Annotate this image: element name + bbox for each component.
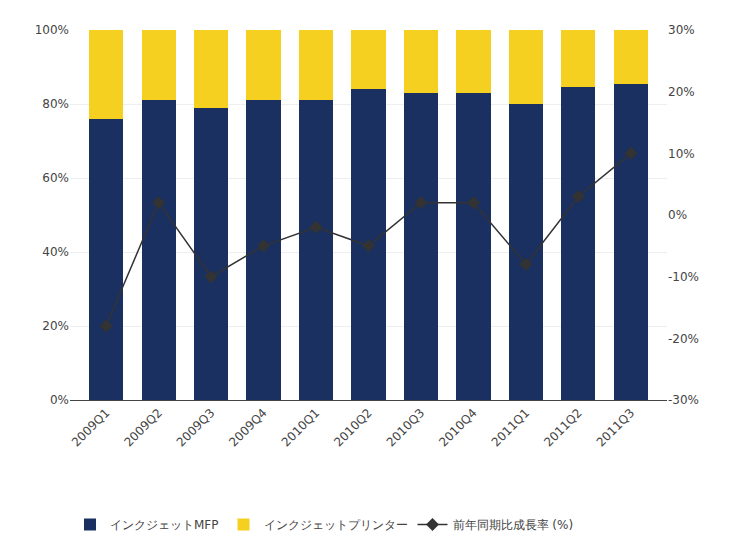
svg-text:-30%: -30% xyxy=(668,393,699,407)
svg-text:2010Q4: 2010Q4 xyxy=(436,406,480,450)
svg-text:2010Q1: 2010Q1 xyxy=(279,406,323,450)
svg-text:2009Q2: 2009Q2 xyxy=(121,406,165,450)
svg-text:2009Q4: 2009Q4 xyxy=(226,406,270,450)
svg-text:0%: 0% xyxy=(50,393,69,407)
svg-text:10%: 10% xyxy=(668,147,695,161)
svg-text:30%: 30% xyxy=(668,23,695,37)
svg-text:2011Q3: 2011Q3 xyxy=(594,406,638,450)
svg-text:-10%: -10% xyxy=(668,270,699,284)
svg-text:40%: 40% xyxy=(42,245,69,259)
svg-text:20%: 20% xyxy=(42,319,69,333)
svg-text:インクジェットMFP: インクジェットMFP xyxy=(110,518,219,532)
svg-text:2010Q3: 2010Q3 xyxy=(384,406,428,450)
svg-text:20%: 20% xyxy=(668,85,695,99)
svg-text:60%: 60% xyxy=(42,171,69,185)
svg-text:2009Q1: 2009Q1 xyxy=(69,406,113,450)
svg-text:100%: 100% xyxy=(35,23,69,37)
svg-text:0%: 0% xyxy=(668,208,687,222)
svg-text:80%: 80% xyxy=(42,97,69,111)
svg-text:前年同期比成長率 (%): 前年同期比成長率 (%) xyxy=(453,518,574,532)
svg-text:2011Q1: 2011Q1 xyxy=(489,406,533,450)
svg-text:インクジェットプリンター: インクジェットプリンター xyxy=(264,518,408,532)
svg-text:2011Q2: 2011Q2 xyxy=(541,406,585,450)
svg-text:2010Q2: 2010Q2 xyxy=(331,406,375,450)
svg-text:-20%: -20% xyxy=(668,332,699,346)
svg-text:2009Q3: 2009Q3 xyxy=(174,406,218,450)
